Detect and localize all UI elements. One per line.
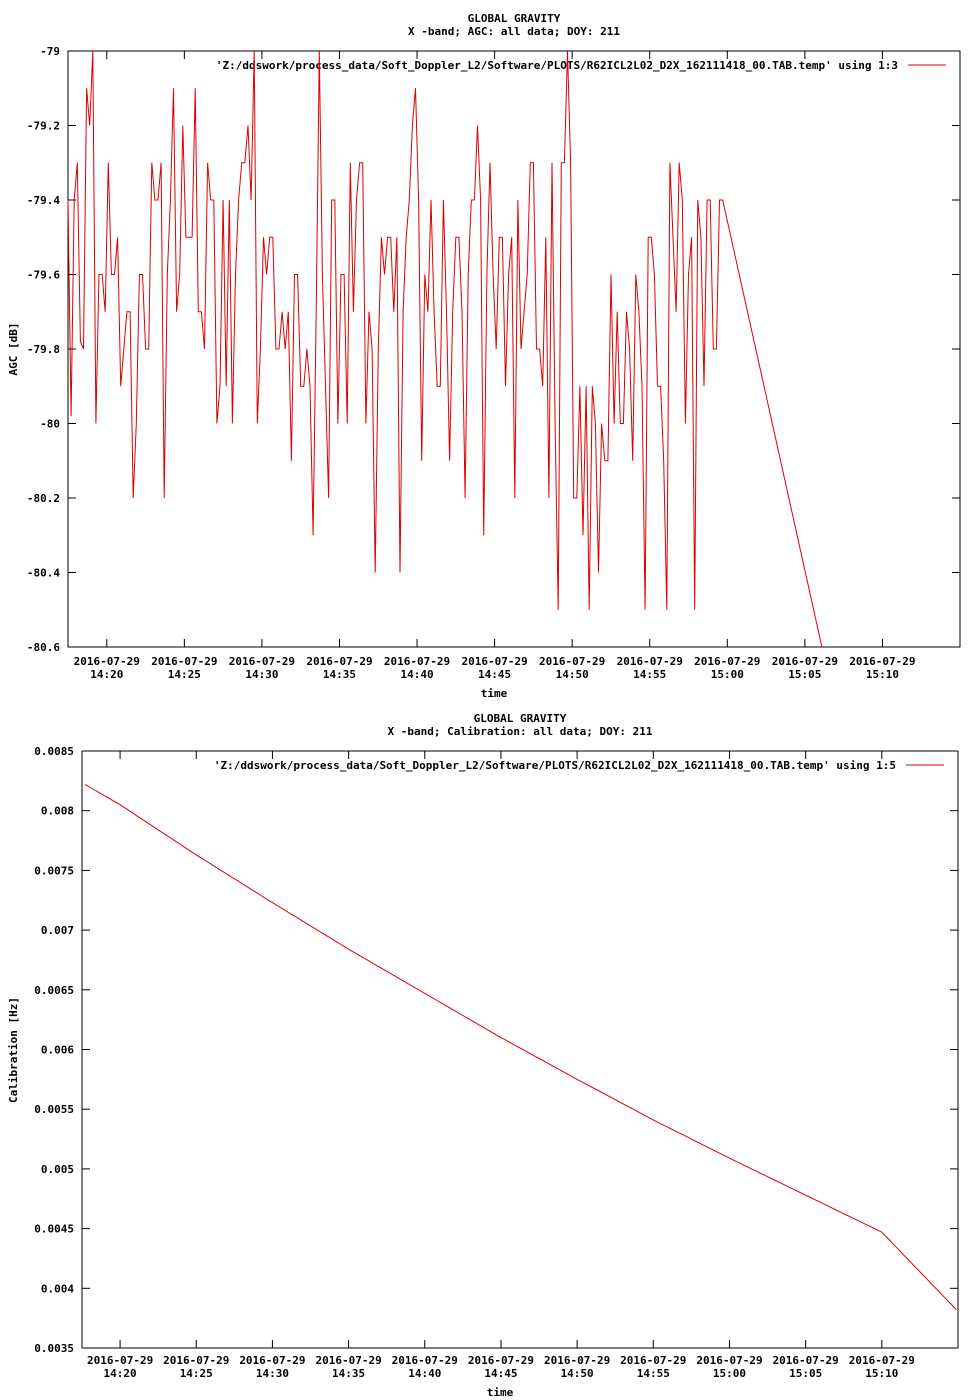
x-tick-time-label: 15:00 (713, 1367, 746, 1380)
x-tick-time-label: 14:30 (256, 1367, 289, 1380)
x-tick-date-label: 2016-07-29 (87, 1354, 153, 1367)
x-tick-date-label: 2016-07-29 (696, 1354, 762, 1367)
chart-title: GLOBAL GRAVITY (474, 712, 567, 725)
y-tick-label: 0.0035 (34, 1342, 74, 1355)
y-tick-label: -80.2 (27, 492, 60, 505)
x-tick-time-label: 14:35 (332, 1367, 365, 1380)
chart-subtitle: X -band; AGC: all data; DOY: 211 (408, 25, 620, 38)
x-tick-date-label: 2016-07-29 (468, 1354, 534, 1367)
y-axis-label: Calibration [Hz] (7, 997, 20, 1103)
chart-subtitle: X -band; Calibration: all data; DOY: 211 (388, 725, 653, 738)
y-tick-label: 0.006 (41, 1044, 74, 1057)
x-tick-date-label: 2016-07-29 (461, 655, 527, 668)
y-tick-label: -79.6 (27, 269, 60, 282)
y-tick-label: -79.2 (27, 120, 60, 133)
y-tick-label: 0.0055 (34, 1103, 74, 1116)
y-tick-label: 0.0075 (34, 864, 74, 877)
x-tick-time-label: 14:30 (245, 668, 278, 681)
legend-label: 'Z:/ddswork/process_data/Soft_Doppler_L2… (214, 759, 896, 772)
x-tick-time-label: 14:20 (90, 668, 123, 681)
y-tick-label: -80.6 (27, 641, 60, 654)
x-tick-time-label: 14:20 (104, 1367, 137, 1380)
y-tick-label: 0.005 (41, 1163, 74, 1176)
series-line (67, 50, 823, 648)
x-tick-time-label: 14:40 (400, 668, 433, 681)
x-tick-date-label: 2016-07-29 (229, 655, 295, 668)
x-tick-time-label: 15:05 (789, 1367, 822, 1380)
x-tick-date-label: 2016-07-29 (163, 1354, 229, 1367)
x-tick-date-label: 2016-07-29 (694, 655, 760, 668)
x-tick-time-label: 14:25 (168, 668, 201, 681)
x-axis-label: time (487, 1386, 514, 1399)
x-tick-date-label: 2016-07-29 (315, 1354, 381, 1367)
x-tick-time-label: 14:50 (556, 668, 589, 681)
y-tick-label: -80.4 (27, 567, 60, 580)
x-tick-time-label: 15:10 (865, 1367, 898, 1380)
y-tick-label: -79.4 (27, 194, 60, 207)
plot-frame (81, 750, 959, 1349)
x-tick-date-label: 2016-07-29 (849, 655, 915, 668)
x-tick-date-label: 2016-07-29 (617, 655, 683, 668)
y-tick-label: 0.0065 (34, 984, 74, 997)
y-tick-label: -79 (40, 45, 60, 58)
x-tick-date-label: 2016-07-29 (539, 655, 605, 668)
y-tick-label: 0.0085 (34, 745, 74, 758)
x-tick-date-label: 2016-07-29 (239, 1354, 305, 1367)
y-axis-label: AGC [dB] (7, 323, 20, 376)
x-tick-time-label: 14:35 (323, 668, 356, 681)
x-tick-date-label: 2016-07-29 (392, 1354, 458, 1367)
x-tick-date-label: 2016-07-29 (544, 1354, 610, 1367)
x-tick-date-label: 2016-07-29 (772, 655, 838, 668)
y-tick-label: 0.0045 (34, 1223, 74, 1236)
x-tick-time-label: 14:50 (561, 1367, 594, 1380)
x-tick-date-label: 2016-07-29 (384, 655, 450, 668)
x-tick-time-label: 14:55 (637, 1367, 670, 1380)
y-tick-label: 0.007 (41, 924, 74, 937)
legend-label: 'Z:/ddswork/process_data/Soft_Doppler_L2… (216, 59, 898, 72)
y-tick-label: 0.004 (41, 1282, 74, 1295)
x-axis-label: time (481, 687, 508, 700)
series-line (84, 783, 957, 1311)
y-tick-label: 0.008 (41, 805, 74, 818)
x-tick-time-label: 15:00 (711, 668, 744, 681)
x-tick-date-label: 2016-07-29 (74, 655, 140, 668)
y-tick-label: -80 (40, 418, 60, 431)
chart-title: GLOBAL GRAVITY (468, 12, 561, 25)
y-tick-label: -79.8 (27, 343, 60, 356)
x-tick-time-label: 14:55 (633, 668, 666, 681)
plot-frame (67, 50, 961, 648)
x-tick-time-label: 14:45 (484, 1367, 517, 1380)
x-tick-date-label: 2016-07-29 (306, 655, 372, 668)
x-tick-time-label: 14:40 (408, 1367, 441, 1380)
x-tick-date-label: 2016-07-29 (849, 1354, 915, 1367)
x-tick-time-label: 14:45 (478, 668, 511, 681)
x-tick-time-label: 15:10 (866, 668, 899, 681)
x-tick-time-label: 15:05 (788, 668, 821, 681)
x-tick-date-label: 2016-07-29 (773, 1354, 839, 1367)
x-tick-time-label: 14:25 (180, 1367, 213, 1380)
x-tick-date-label: 2016-07-29 (151, 655, 217, 668)
x-tick-date-label: 2016-07-29 (620, 1354, 686, 1367)
